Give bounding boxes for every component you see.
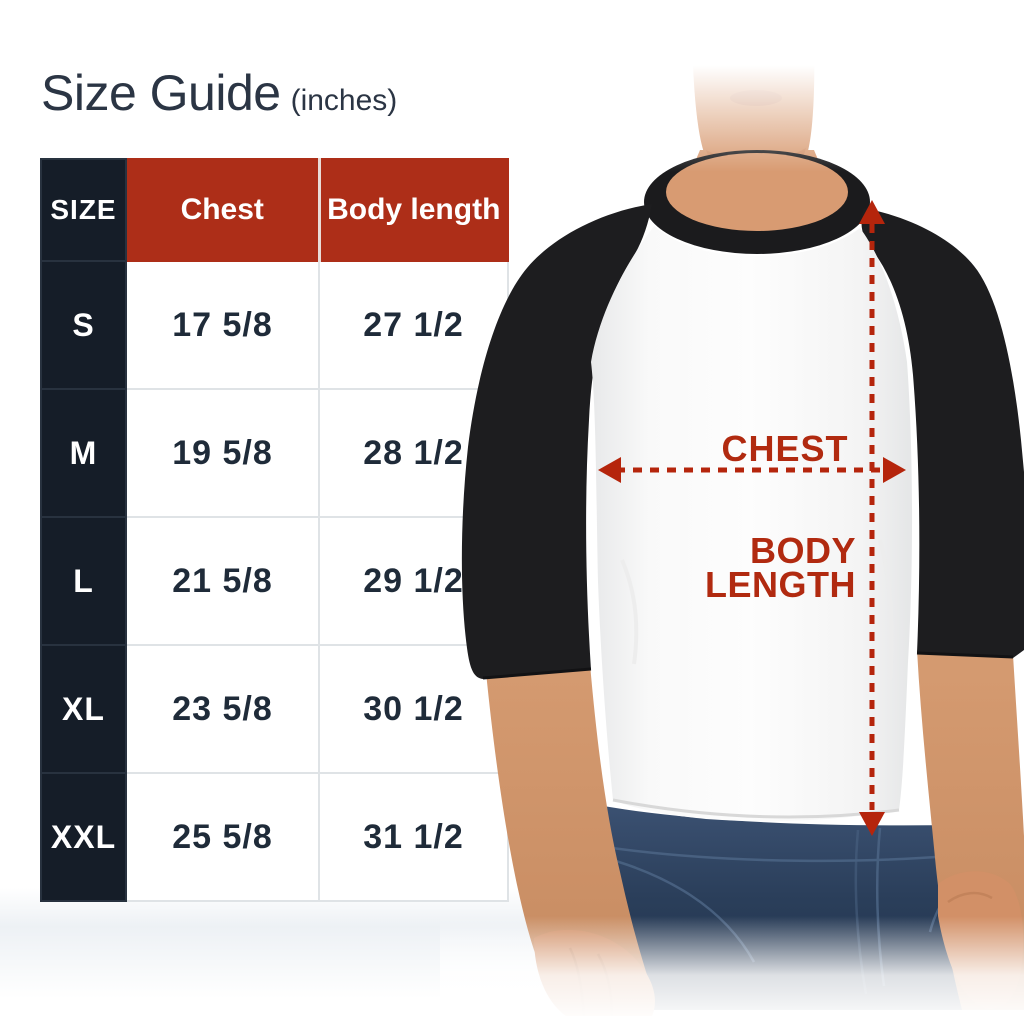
size-cell: L <box>40 516 127 646</box>
model-photo <box>440 0 1024 1024</box>
title-unit-label: (inches) <box>290 84 398 117</box>
chest-arrowhead-right <box>883 457 906 483</box>
collar-neck-opening <box>666 153 848 231</box>
chest-cell: 19 5/8 <box>125 388 320 518</box>
chest-arrow <box>598 457 906 483</box>
body-length-cell: 27 1/2 <box>318 260 509 390</box>
table-row-xl: XL 23 5/8 30 1/2 <box>40 644 509 774</box>
right-cuff-line <box>916 651 1014 659</box>
table-row-xxl: XXL 25 5/8 31 1/2 <box>40 772 509 902</box>
size-cell: S <box>40 260 127 390</box>
tee-fold-lines <box>620 539 894 681</box>
body-length-arrow <box>859 200 885 836</box>
size-cell: XXL <box>40 772 127 902</box>
left-sleeve <box>461 204 652 679</box>
model-figure <box>461 34 1024 1017</box>
chest-cell: 23 5/8 <box>125 644 320 774</box>
tee-front-panel <box>591 226 913 822</box>
right-sleeve <box>861 208 1024 658</box>
chest-measure-label: CHEST <box>721 428 849 469</box>
page-title-text: Size Guide <box>41 65 281 121</box>
page-title: Size Guide (inches) <box>41 64 397 122</box>
left-cuff-line <box>482 667 592 680</box>
body-length-cell: 31 1/2 <box>318 772 509 902</box>
table-row-l: L 21 5/8 29 1/2 <box>40 516 509 646</box>
chest-cell: 17 5/8 <box>125 260 320 390</box>
chest-cell: 25 5/8 <box>125 772 320 902</box>
body-length-label-line1: BODY <box>749 530 856 571</box>
bottom-fade <box>440 916 1024 1024</box>
size-cell: M <box>40 388 127 518</box>
column-header-chest: Chest <box>125 158 320 262</box>
body-length-arrowhead-bottom <box>859 812 885 836</box>
size-cell: XL <box>40 644 127 774</box>
body-length-label-line2: LENGTH <box>705 564 856 605</box>
table-row-s: S 17 5/8 27 1/2 <box>40 260 509 390</box>
body-length-measure-label: BODY LENGTH <box>656 530 856 605</box>
size-table: SIZE Chest Body length S 17 5/8 27 1/2 M… <box>40 158 509 902</box>
column-header-body-length: Body length <box>317 158 509 262</box>
chest-cell: 21 5/8 <box>125 516 320 646</box>
body-length-arrowhead-top <box>859 200 885 224</box>
head-fade <box>610 0 920 172</box>
table-header-row: SIZE Chest Body length <box>40 158 509 262</box>
table-row-m: M 19 5/8 28 1/2 <box>40 388 509 518</box>
chest-arrowhead-left <box>598 457 621 483</box>
right-thumb-line <box>947 891 993 904</box>
column-header-size: SIZE <box>40 158 127 262</box>
